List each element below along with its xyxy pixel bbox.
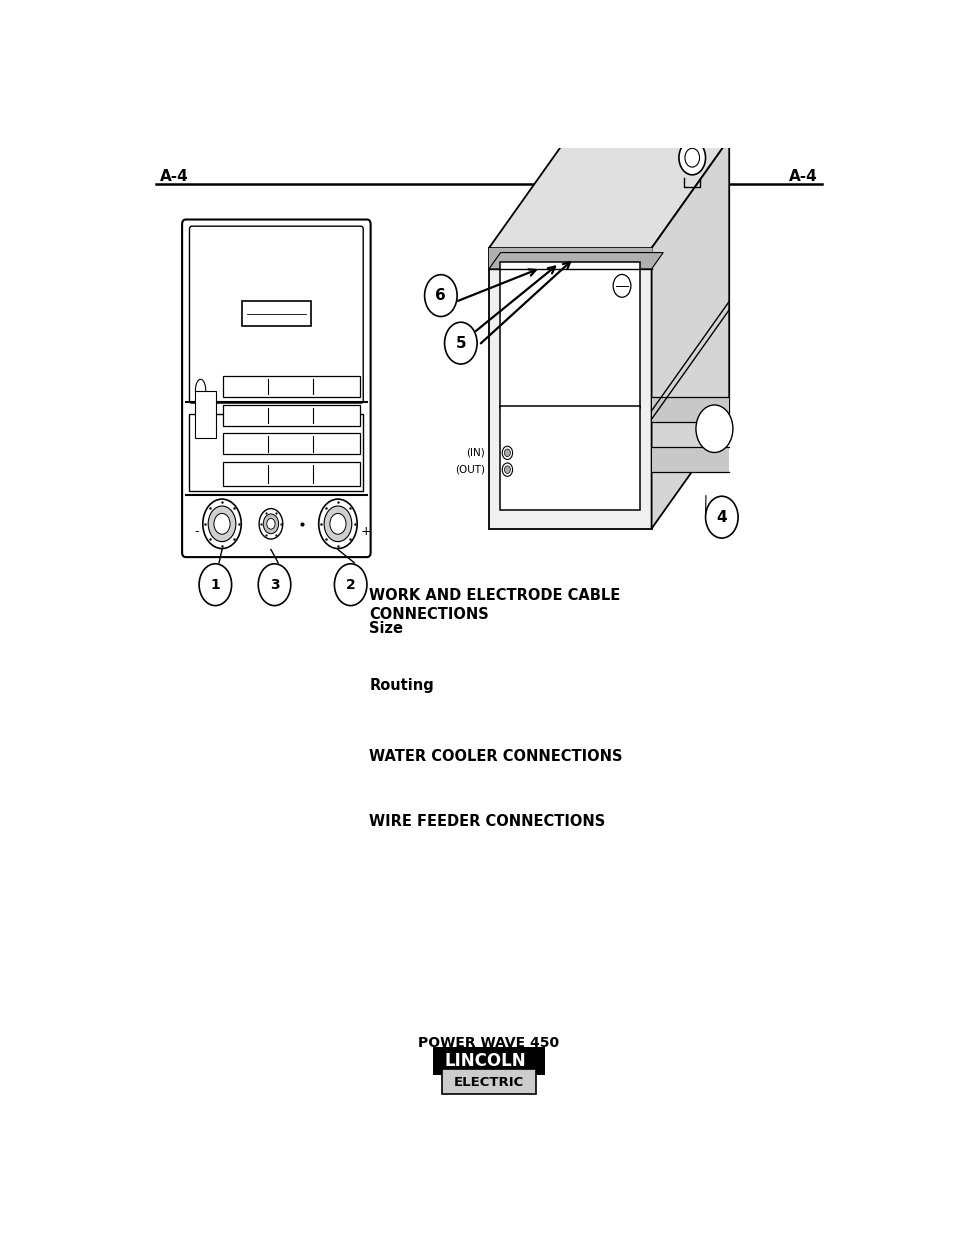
FancyBboxPatch shape (433, 1047, 544, 1076)
Text: WIRE FEEDER CONNECTIONS: WIRE FEEDER CONNECTIONS (369, 814, 605, 829)
Circle shape (199, 563, 232, 605)
Circle shape (501, 463, 512, 477)
FancyBboxPatch shape (499, 262, 639, 408)
Text: +: + (360, 525, 371, 537)
Circle shape (258, 563, 291, 605)
Circle shape (684, 148, 699, 167)
Circle shape (444, 322, 476, 364)
Circle shape (335, 563, 367, 605)
Text: 3: 3 (270, 578, 279, 592)
Circle shape (259, 509, 282, 538)
FancyBboxPatch shape (241, 301, 311, 326)
Circle shape (213, 514, 230, 535)
Text: 4: 4 (716, 510, 726, 525)
FancyBboxPatch shape (499, 406, 639, 510)
Text: Routing: Routing (369, 678, 434, 693)
Circle shape (501, 446, 512, 459)
Text: 5: 5 (455, 336, 466, 351)
FancyBboxPatch shape (441, 1068, 536, 1094)
Text: ®: ® (533, 1047, 540, 1056)
Text: ELECTRIC: ELECTRIC (454, 1076, 523, 1088)
FancyBboxPatch shape (195, 390, 216, 438)
Circle shape (263, 514, 278, 534)
Text: 1: 1 (211, 578, 220, 592)
Text: LINCOLN: LINCOLN (444, 1052, 525, 1070)
Circle shape (424, 274, 456, 316)
Text: (IN): (IN) (466, 448, 485, 458)
Circle shape (203, 499, 241, 548)
Polygon shape (488, 138, 728, 248)
Circle shape (613, 274, 630, 298)
Circle shape (504, 466, 510, 473)
Polygon shape (488, 248, 651, 529)
Circle shape (318, 499, 356, 548)
Text: 2: 2 (345, 578, 355, 592)
Text: WATER COOLER CONNECTIONS: WATER COOLER CONNECTIONS (369, 750, 622, 764)
Circle shape (679, 141, 705, 175)
Text: 6: 6 (435, 288, 446, 303)
Text: A-4: A-4 (788, 169, 817, 184)
Text: (OUT): (OUT) (455, 464, 485, 474)
Polygon shape (488, 253, 662, 269)
FancyBboxPatch shape (190, 415, 363, 490)
Text: -: - (194, 525, 199, 537)
Circle shape (267, 519, 274, 529)
Circle shape (208, 506, 235, 542)
FancyBboxPatch shape (223, 405, 359, 426)
Text: A-4: A-4 (160, 169, 189, 184)
Circle shape (504, 450, 510, 457)
Circle shape (695, 405, 732, 452)
Circle shape (324, 506, 352, 542)
Text: WORK AND ELECTRODE CABLE
CONNECTIONS: WORK AND ELECTRODE CABLE CONNECTIONS (369, 588, 619, 621)
Circle shape (705, 496, 738, 538)
Text: POWER WAVE 450: POWER WAVE 450 (418, 1036, 558, 1050)
FancyBboxPatch shape (182, 220, 370, 557)
Circle shape (330, 514, 346, 535)
FancyBboxPatch shape (190, 226, 363, 403)
FancyBboxPatch shape (223, 377, 359, 398)
Polygon shape (651, 138, 728, 529)
Text: Size: Size (369, 621, 403, 636)
FancyBboxPatch shape (223, 462, 359, 485)
FancyBboxPatch shape (223, 433, 359, 454)
